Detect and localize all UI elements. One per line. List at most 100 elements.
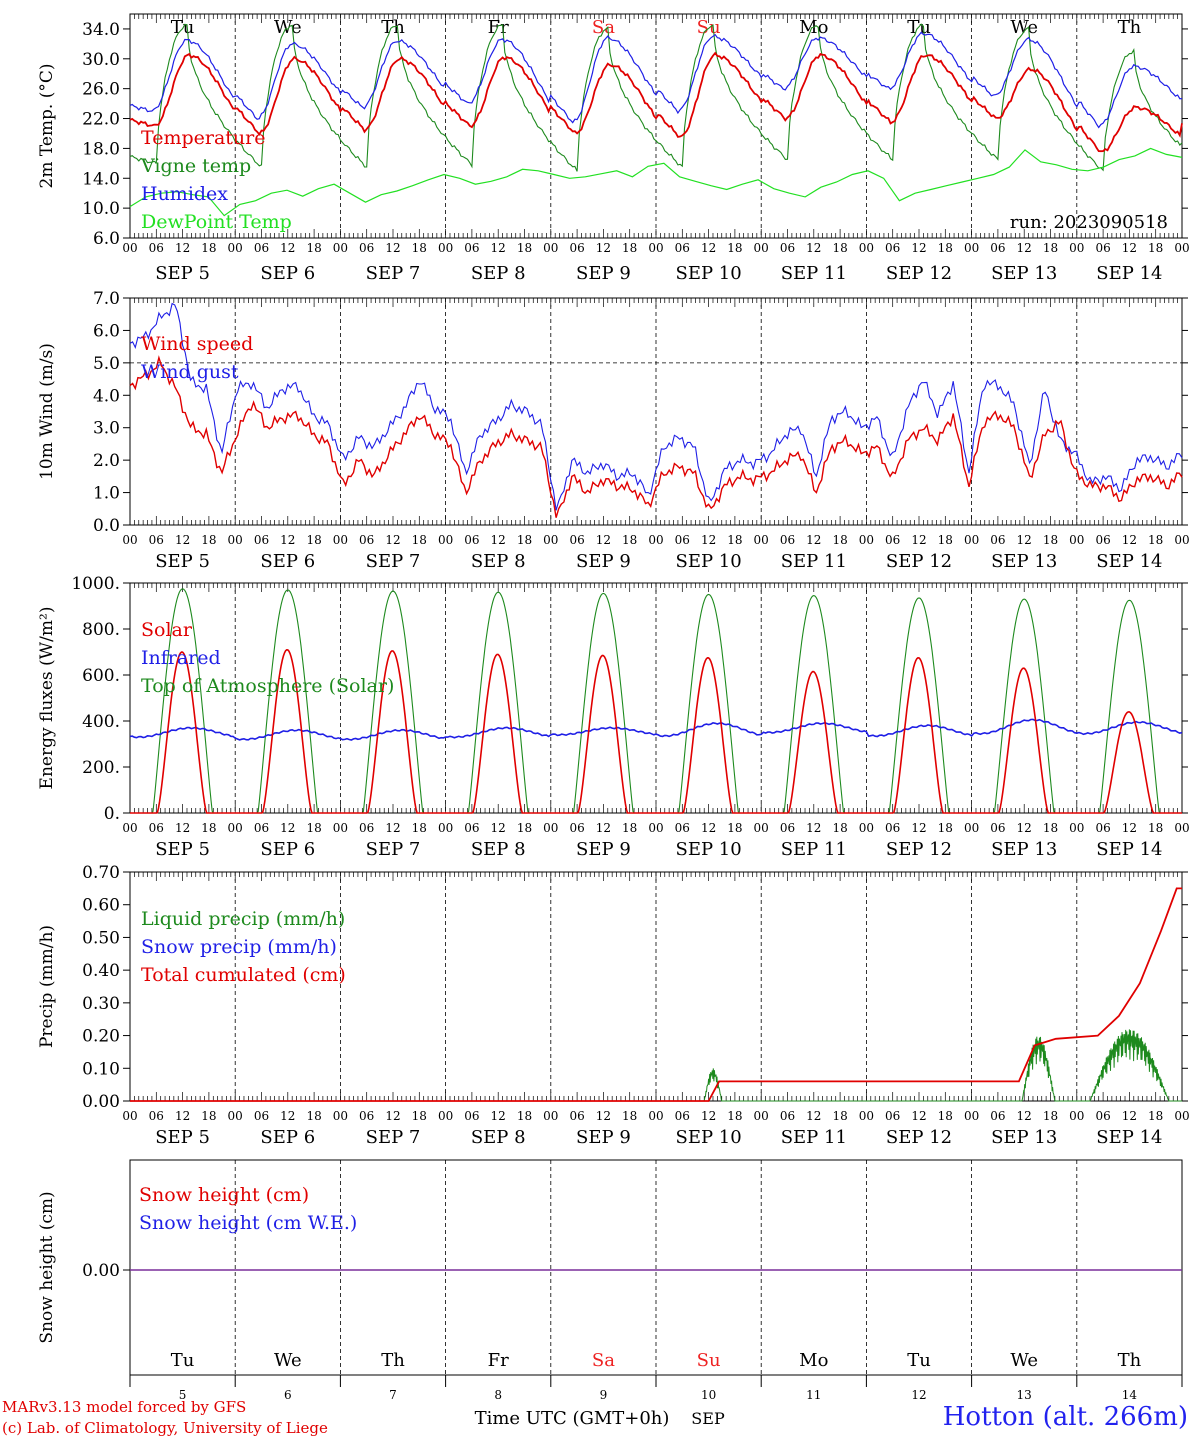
hour-tick-label: 00 bbox=[1069, 821, 1084, 835]
hour-tick-label: 06 bbox=[254, 241, 269, 255]
hour-tick-label: 06 bbox=[1095, 1109, 1110, 1123]
weekday-label: Th bbox=[381, 17, 405, 38]
hour-tick-label: 12 bbox=[175, 241, 190, 255]
hour-tick-label: 06 bbox=[359, 821, 374, 835]
hour-tick-label: 06 bbox=[990, 241, 1005, 255]
weekday-label: Su bbox=[697, 1350, 721, 1371]
weekday-label: Mo bbox=[799, 1350, 828, 1371]
hour-tick-label: 06 bbox=[569, 241, 584, 255]
weekday-label: Th bbox=[1118, 1350, 1142, 1371]
hour-tick-label: 06 bbox=[885, 1109, 900, 1123]
y-tick-label: 0.10 bbox=[82, 1059, 120, 1079]
hour-tick-label: 06 bbox=[780, 1109, 795, 1123]
hour-tick-label: 00 bbox=[122, 533, 137, 547]
hour-tick-label: 12 bbox=[1017, 533, 1032, 547]
hour-tick-label: 12 bbox=[596, 241, 611, 255]
weekday-label: Th bbox=[381, 1350, 405, 1371]
hour-tick-label: 06 bbox=[464, 533, 479, 547]
day-number: 7 bbox=[389, 1388, 397, 1402]
hour-tick-label: 12 bbox=[1122, 821, 1137, 835]
hour-tick-label: 12 bbox=[1122, 533, 1137, 547]
hour-tick-label: 18 bbox=[1043, 241, 1058, 255]
hour-tick-label: 12 bbox=[911, 1109, 926, 1123]
y-tick-label: 34.0 bbox=[82, 20, 120, 40]
hour-tick-label: 06 bbox=[780, 533, 795, 547]
hour-tick-label: 00 bbox=[1174, 1109, 1189, 1123]
date-label: SEP 10 bbox=[675, 551, 741, 572]
hour-tick-label: 12 bbox=[175, 821, 190, 835]
hour-tick-label: 00 bbox=[543, 533, 558, 547]
hour-tick-label: 18 bbox=[622, 241, 637, 255]
hour-tick-label: 06 bbox=[359, 241, 374, 255]
hour-tick-label: 12 bbox=[491, 241, 506, 255]
hour-tick-label: 12 bbox=[596, 1109, 611, 1123]
hour-tick-label: 18 bbox=[727, 1109, 742, 1123]
date-label: SEP 14 bbox=[1096, 263, 1162, 284]
hour-tick-label: 06 bbox=[149, 241, 164, 255]
day-number: 14 bbox=[1122, 1388, 1138, 1402]
hour-tick-label: 06 bbox=[990, 1109, 1005, 1123]
series-total-cumulated bbox=[130, 887, 1182, 1102]
hour-tick-label: 00 bbox=[543, 241, 558, 255]
hour-tick-label: 06 bbox=[569, 533, 584, 547]
hour-tick-label: 18 bbox=[517, 241, 532, 255]
hour-tick-label: 06 bbox=[780, 241, 795, 255]
hour-tick-label: 06 bbox=[990, 533, 1005, 547]
hour-tick-label: 00 bbox=[1069, 241, 1084, 255]
hour-tick-label: 06 bbox=[359, 1109, 374, 1123]
date-label: SEP 8 bbox=[471, 551, 526, 572]
hour-tick-label: 18 bbox=[832, 821, 847, 835]
date-label: SEP 8 bbox=[471, 1127, 526, 1148]
y-axis-label: 2m Temp. (°C) bbox=[37, 63, 57, 188]
hour-tick-label: 00 bbox=[122, 241, 137, 255]
date-label: SEP 10 bbox=[675, 263, 741, 284]
weekday-label: Tu bbox=[171, 1350, 195, 1371]
hour-tick-label: 06 bbox=[885, 241, 900, 255]
hour-tick-label: 12 bbox=[701, 821, 716, 835]
day-number: 13 bbox=[1017, 1388, 1032, 1402]
hour-tick-label: 18 bbox=[201, 821, 216, 835]
hour-tick-label: 00 bbox=[1069, 1109, 1084, 1123]
legend-entry: Infrared bbox=[141, 647, 221, 669]
y-tick-label: 0.00 bbox=[82, 1261, 120, 1281]
hour-tick-label: 12 bbox=[175, 533, 190, 547]
weekday-label: Th bbox=[1118, 17, 1142, 38]
date-label: SEP 9 bbox=[576, 1127, 631, 1148]
hour-tick-label: 06 bbox=[885, 533, 900, 547]
date-label: SEP 5 bbox=[155, 551, 210, 572]
hour-tick-label: 12 bbox=[596, 821, 611, 835]
hour-tick-label: 00 bbox=[438, 1109, 453, 1123]
day-number: 6 bbox=[284, 1388, 292, 1402]
y-axis-label: Snow height (cm) bbox=[37, 1191, 57, 1343]
day-number: 8 bbox=[494, 1388, 502, 1402]
date-label: SEP 7 bbox=[366, 839, 421, 860]
date-label: SEP 11 bbox=[781, 263, 847, 284]
series-wind-speed bbox=[129, 355, 1183, 518]
date-label: SEP 13 bbox=[991, 263, 1057, 284]
date-label: SEP 11 bbox=[781, 1127, 847, 1148]
hour-tick-label: 00 bbox=[964, 821, 979, 835]
hour-tick-label: 00 bbox=[543, 821, 558, 835]
day-number: 9 bbox=[600, 1388, 608, 1402]
hour-tick-label: 18 bbox=[306, 1109, 321, 1123]
hour-tick-label: 12 bbox=[385, 241, 400, 255]
hour-tick-label: 18 bbox=[938, 821, 953, 835]
hour-tick-label: 18 bbox=[412, 1109, 427, 1123]
hour-tick-label: 12 bbox=[911, 533, 926, 547]
month-label: SEP bbox=[691, 1409, 725, 1428]
hour-tick-label: 00 bbox=[648, 533, 663, 547]
weekday-label: Su bbox=[697, 17, 721, 38]
hour-tick-label: 00 bbox=[333, 241, 348, 255]
date-label: SEP 5 bbox=[155, 839, 210, 860]
series-infrared bbox=[129, 718, 1183, 741]
hour-tick-label: 12 bbox=[491, 821, 506, 835]
hour-tick-label: 00 bbox=[1069, 533, 1084, 547]
y-tick-label: 800. bbox=[82, 620, 120, 640]
date-label: SEP 10 bbox=[675, 839, 741, 860]
date-label: SEP 13 bbox=[991, 1127, 1057, 1148]
legend-entry: DewPoint Temp bbox=[141, 211, 292, 233]
hour-tick-label: 12 bbox=[385, 1109, 400, 1123]
hour-tick-label: 12 bbox=[280, 1109, 295, 1123]
lab-credit: (c) Lab. of Climatology, University of L… bbox=[2, 1419, 328, 1437]
